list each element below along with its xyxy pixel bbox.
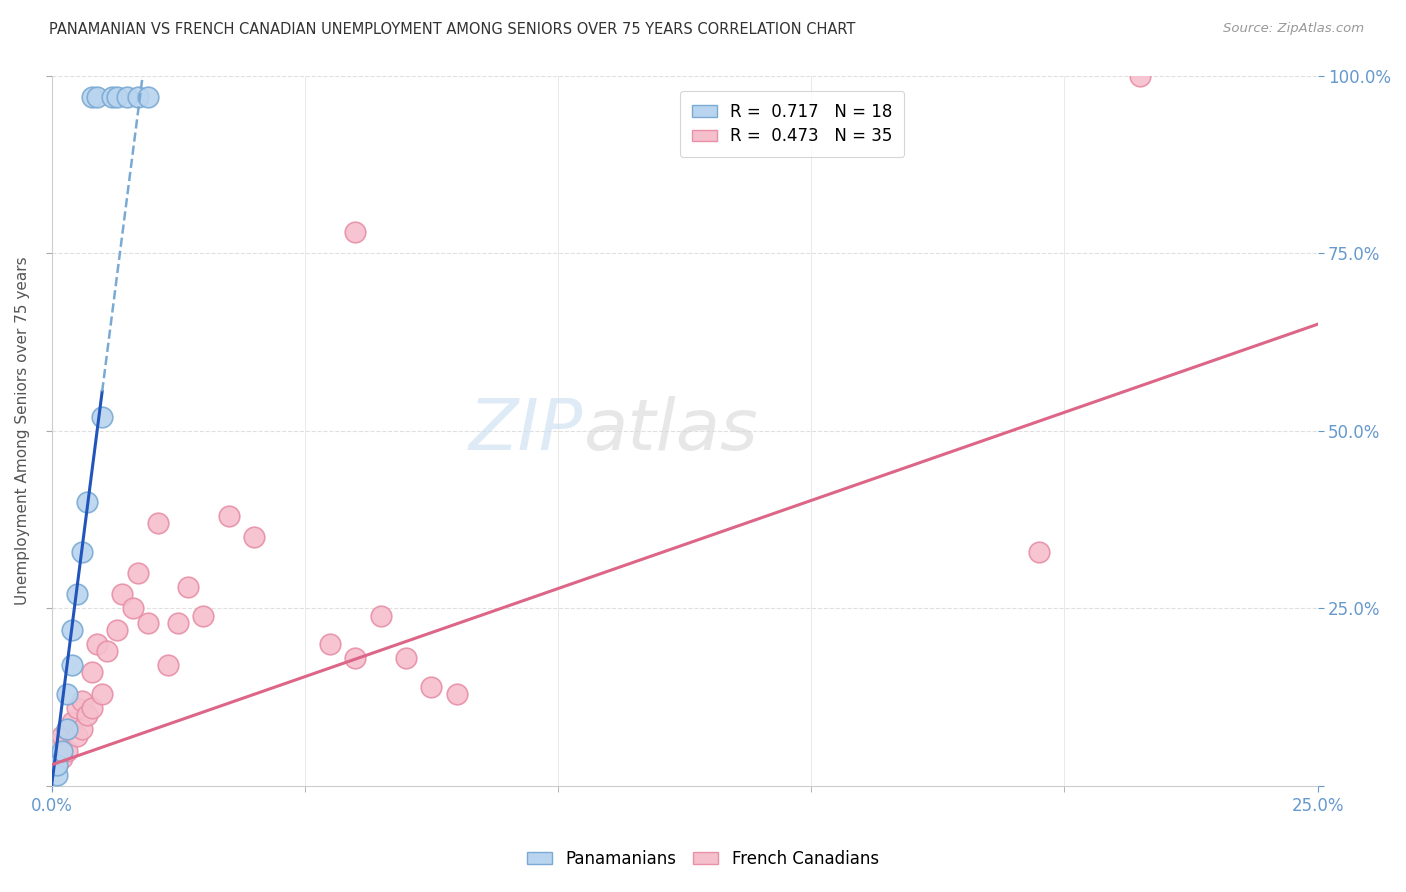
Point [66, 587, 89, 601]
Text: ZIP: ZIP [468, 396, 583, 466]
Point [127, 90, 149, 104]
Y-axis label: Unemployment Among Seniors over 75 years: Unemployment Among Seniors over 75 years [15, 257, 30, 605]
Point [105, 623, 128, 637]
Point [370, 608, 392, 623]
Point [156, 658, 179, 673]
Point [55, 743, 77, 757]
Point [319, 637, 342, 651]
Point [218, 509, 240, 524]
Point [177, 580, 200, 594]
Point [60, 658, 83, 673]
Legend: Panamanians, French Canadians: Panamanians, French Canadians [520, 844, 886, 875]
Point [243, 530, 266, 544]
Point [117, 90, 139, 104]
Point [101, 90, 124, 104]
Text: atlas: atlas [583, 396, 758, 466]
Point [86, 637, 108, 651]
Point [60, 623, 83, 637]
Point [66, 701, 89, 715]
Point [55, 723, 77, 737]
Point [80, 90, 103, 104]
Point [96, 644, 118, 658]
Text: Source: ZipAtlas.com: Source: ZipAtlas.com [1223, 22, 1364, 36]
Point [70, 694, 93, 708]
Point [193, 608, 215, 623]
Point [395, 651, 418, 665]
Point [76, 708, 98, 723]
Text: PANAMANIAN VS FRENCH CANADIAN UNEMPLOYMENT AMONG SENIORS OVER 75 YEARS CORRELATI: PANAMANIAN VS FRENCH CANADIAN UNEMPLOYME… [49, 22, 856, 37]
Point [105, 90, 128, 104]
Point [51, 750, 73, 764]
Point [111, 587, 134, 601]
Point [167, 615, 190, 630]
Point [45, 768, 67, 782]
Point [86, 90, 108, 104]
Point [45, 737, 67, 751]
Legend: R =  0.717   N = 18, R =  0.473   N = 35: R = 0.717 N = 18, R = 0.473 N = 35 [681, 91, 904, 157]
Point [127, 566, 149, 580]
Point [60, 715, 83, 730]
Point [136, 615, 159, 630]
Point [45, 757, 67, 772]
Point [70, 723, 93, 737]
Point [51, 743, 73, 757]
Point [91, 409, 114, 424]
Point [55, 723, 77, 737]
Point [70, 544, 93, 558]
Point [446, 687, 468, 701]
Point [51, 730, 73, 744]
Point [344, 225, 367, 239]
Point [344, 651, 367, 665]
Point [45, 757, 67, 772]
Point [76, 495, 98, 509]
Point [80, 665, 103, 680]
Point [55, 687, 77, 701]
Point [91, 687, 114, 701]
Point [1129, 69, 1152, 83]
Point [66, 730, 89, 744]
Point [420, 680, 443, 694]
Point [121, 601, 143, 615]
Point [136, 90, 159, 104]
Point [1028, 544, 1050, 558]
Point [80, 701, 103, 715]
Point [146, 516, 169, 531]
